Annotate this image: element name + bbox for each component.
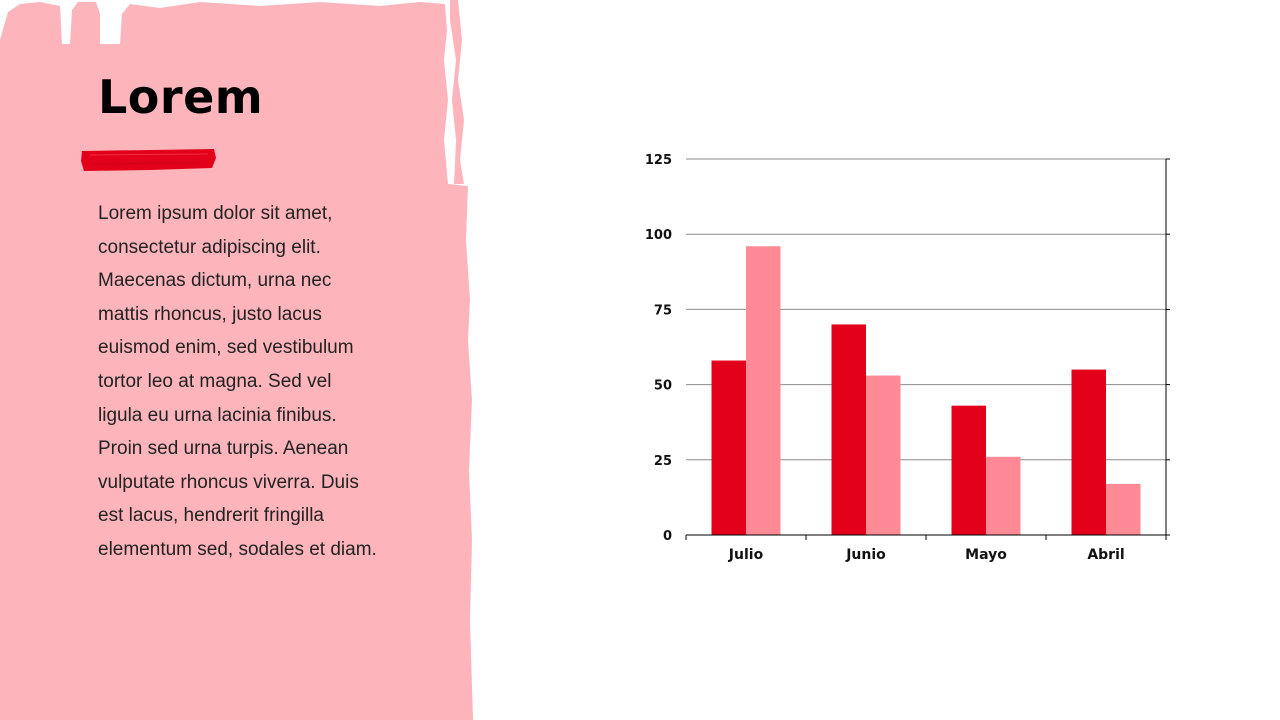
x-tick-label: Junio bbox=[845, 547, 886, 563]
x-tick-label: Mayo bbox=[965, 547, 1007, 563]
bar bbox=[986, 456, 1021, 535]
bar bbox=[831, 324, 866, 535]
y-tick-label: 100 bbox=[645, 228, 672, 243]
bar bbox=[1106, 483, 1141, 535]
red-brush-stroke bbox=[81, 149, 216, 171]
bar bbox=[746, 246, 781, 535]
body-paragraph: Lorem ipsum dolor sit amet, consectetur … bbox=[98, 203, 377, 560]
pink-brush-panel bbox=[0, 0, 473, 720]
y-tick-label: 75 bbox=[654, 303, 672, 318]
y-tick-label: 25 bbox=[654, 454, 672, 469]
x-tick-label: Julio bbox=[728, 547, 764, 563]
bar bbox=[711, 360, 746, 535]
bar bbox=[951, 405, 986, 535]
y-tick-label: 0 bbox=[663, 529, 672, 544]
x-tick-label: Abril bbox=[1087, 547, 1124, 563]
y-tick-label: 50 bbox=[654, 379, 672, 394]
bar bbox=[866, 375, 901, 535]
slide-title: Lorem bbox=[98, 70, 264, 124]
bar-chart: 0 25 50 75 100 125 Julio Junio Mayo Abril bbox=[645, 153, 1170, 563]
bar bbox=[1071, 369, 1106, 535]
y-tick-label: 125 bbox=[645, 153, 672, 168]
